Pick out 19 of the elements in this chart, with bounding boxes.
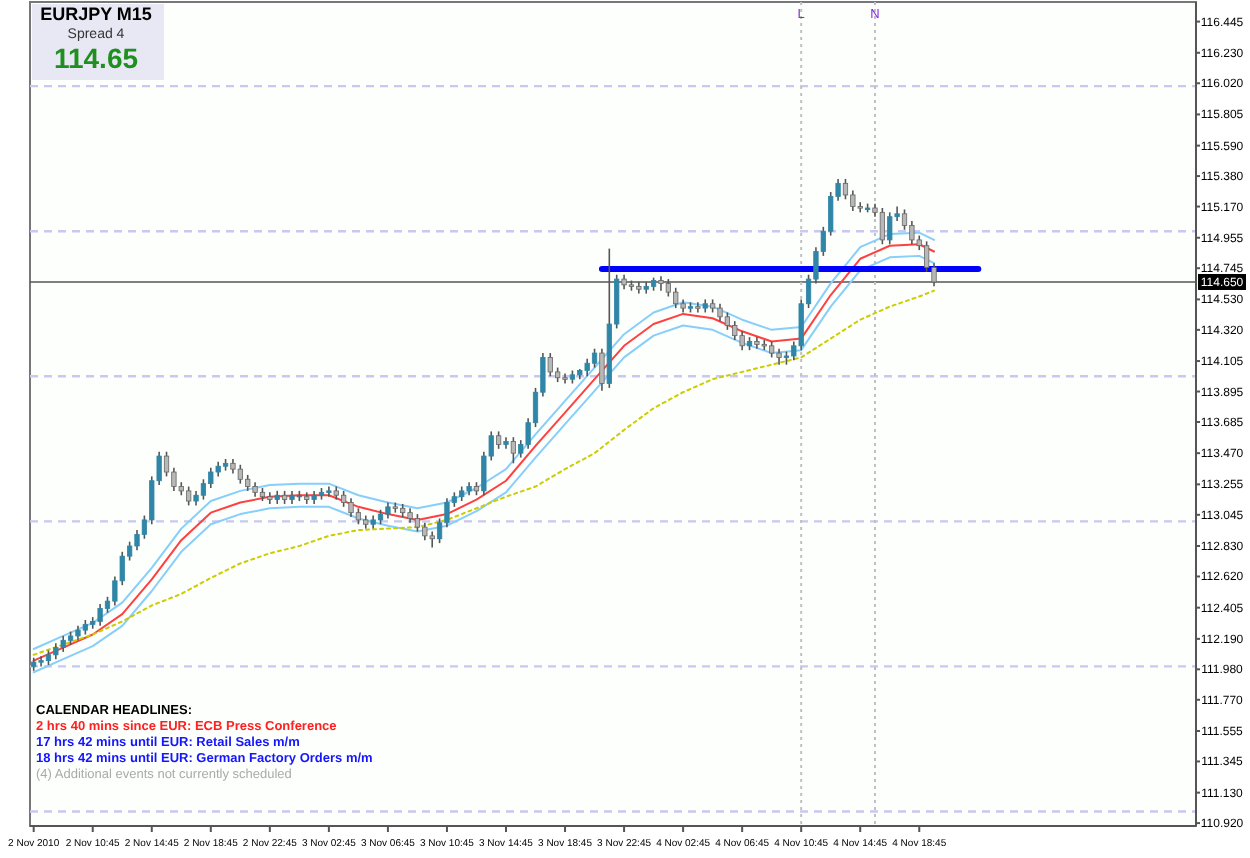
candlestick	[510, 436, 516, 465]
candlestick	[599, 347, 605, 392]
candlestick	[392, 501, 398, 514]
candlestick	[97, 603, 103, 627]
candlestick	[200, 478, 207, 501]
annotation: EURJPY M15	[40, 4, 152, 24]
candlestick	[673, 286, 679, 309]
candlestick	[348, 497, 354, 518]
candlestick	[887, 211, 893, 246]
candlestick	[547, 352, 553, 378]
candlestick	[591, 347, 598, 369]
candlestick	[237, 463, 243, 485]
candlestick	[562, 372, 568, 385]
candlestick	[909, 220, 915, 246]
candlestick	[850, 189, 856, 212]
candlestick	[208, 466, 214, 489]
candlestick	[186, 485, 192, 507]
candlestick	[842, 178, 849, 201]
annotation: 114.65	[53, 42, 139, 74]
